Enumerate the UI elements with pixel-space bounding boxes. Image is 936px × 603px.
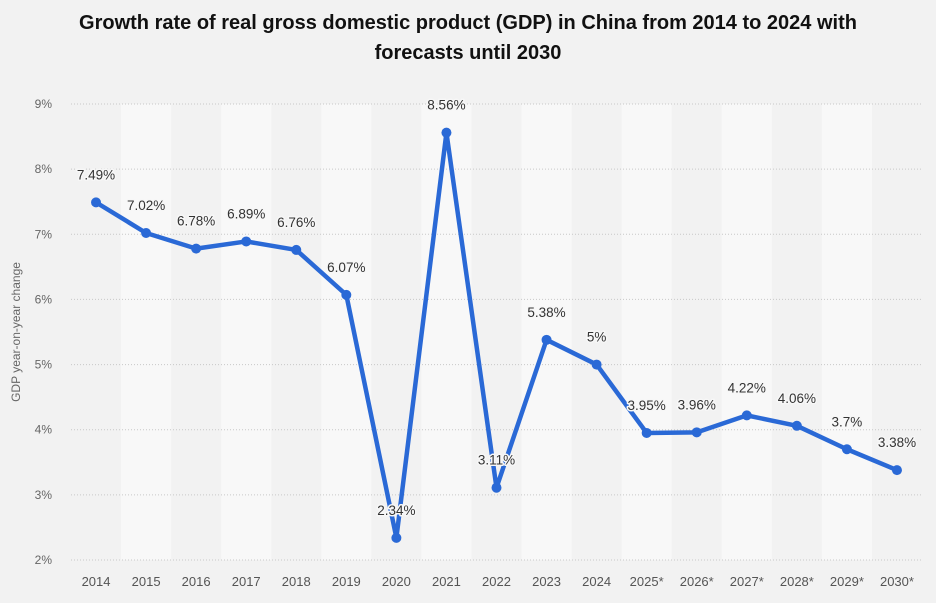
- column-band: [321, 104, 372, 560]
- x-tick-label: 2028*: [780, 574, 814, 589]
- x-tick-label: 2015: [132, 574, 161, 589]
- column-band: [421, 104, 472, 560]
- data-point[interactable]: [791, 420, 802, 431]
- chart-title-line-2: forecasts until 2030: [374, 42, 562, 64]
- data-point[interactable]: [891, 465, 902, 476]
- data-point[interactable]: [691, 427, 702, 438]
- y-tick-label: 9%: [35, 97, 53, 111]
- x-tick-label: 2023: [532, 574, 561, 589]
- y-tick-label: 6%: [35, 292, 53, 306]
- x-tick-label: 2025*: [630, 574, 664, 589]
- y-tick-label: 3%: [35, 488, 53, 502]
- data-label: 7.02%: [127, 198, 165, 213]
- x-axis-ticks: 2014 2015 2016 2017 2018 2019 2020 2021 2022 2023…: [82, 574, 914, 589]
- column-band: [721, 104, 772, 560]
- data-point[interactable]: [491, 482, 502, 493]
- x-tick-label: 2024: [582, 574, 611, 589]
- data-points: [91, 127, 902, 543]
- data-point[interactable]: [391, 532, 402, 543]
- data-point[interactable]: [141, 227, 152, 238]
- data-label: 6.78%: [177, 214, 215, 229]
- column-band: [821, 104, 872, 560]
- x-tick-label: 2026*: [680, 574, 714, 589]
- data-label: 4.22%: [728, 380, 766, 395]
- series-line: [93, 130, 900, 541]
- data-point[interactable]: [341, 289, 352, 300]
- data-point[interactable]: [91, 197, 102, 208]
- y-axis-label: GDP year-on-year change: [9, 262, 23, 402]
- data-point[interactable]: [191, 243, 202, 254]
- column-band: [621, 104, 672, 560]
- data-point[interactable]: [541, 334, 552, 345]
- data-point[interactable]: [641, 427, 652, 438]
- x-tick-label: 2018: [282, 574, 311, 589]
- y-tick-label: 2%: [35, 553, 53, 567]
- x-tick-label: 2019: [332, 574, 361, 589]
- data-labels: 7.49% 7.02% 6.78% 6.89% 6.76% 6.07% 2.34% 8.56%…: [75, 96, 917, 519]
- y-tick-label: 7%: [35, 227, 53, 241]
- data-label: 8.56%: [427, 98, 465, 113]
- data-label: 3.96%: [678, 397, 716, 412]
- data-label: 2.34%: [377, 503, 415, 518]
- data-label: 3.95%: [628, 398, 666, 413]
- chart-title: Growth rate of real gross domestic produ…: [0, 8, 936, 68]
- chart-title-line-1: Growth rate of real gross domestic produ…: [79, 12, 857, 34]
- data-point[interactable]: [841, 444, 852, 455]
- data-label: 3.11%: [478, 453, 515, 468]
- y-axis-ticks: 2% 3% 4% 5% 6% 7% 8% 9%: [35, 97, 53, 567]
- data-point[interactable]: [741, 410, 752, 421]
- column-band: [521, 104, 572, 560]
- data-label: 7.49%: [77, 167, 115, 182]
- x-tick-label: 2022: [482, 574, 511, 589]
- data-label: 6.76%: [277, 215, 315, 230]
- x-tick-label: 2027*: [730, 574, 764, 589]
- column-band: [221, 104, 272, 560]
- column-bands: [121, 104, 872, 560]
- data-label: 6.89%: [227, 206, 265, 221]
- y-tick-label: 4%: [35, 423, 53, 437]
- data-label: 3.7%: [832, 414, 863, 429]
- data-point[interactable]: [291, 244, 302, 255]
- x-tick-label: 2021: [432, 574, 461, 589]
- y-tick-label: 8%: [35, 162, 53, 176]
- data-label: 5.38%: [527, 305, 565, 320]
- y-tick-label: 5%: [35, 358, 53, 372]
- data-point[interactable]: [241, 236, 252, 247]
- column-band: [121, 104, 172, 560]
- x-tick-label: 2016: [182, 574, 211, 589]
- x-tick-label: 2020: [382, 574, 411, 589]
- data-label: 3.38%: [878, 435, 916, 450]
- data-point[interactable]: [591, 359, 602, 370]
- data-label: 6.07%: [327, 260, 365, 275]
- series-line-group: [93, 130, 900, 541]
- x-tick-label: 2017: [232, 574, 261, 589]
- x-tick-label: 2030*: [880, 574, 914, 589]
- data-label: 5%: [587, 330, 607, 345]
- x-tick-label: 2029*: [830, 574, 864, 589]
- data-point[interactable]: [441, 127, 452, 138]
- data-label: 4.06%: [778, 391, 816, 406]
- x-tick-label: 2014: [82, 574, 111, 589]
- gridlines: [71, 103, 922, 561]
